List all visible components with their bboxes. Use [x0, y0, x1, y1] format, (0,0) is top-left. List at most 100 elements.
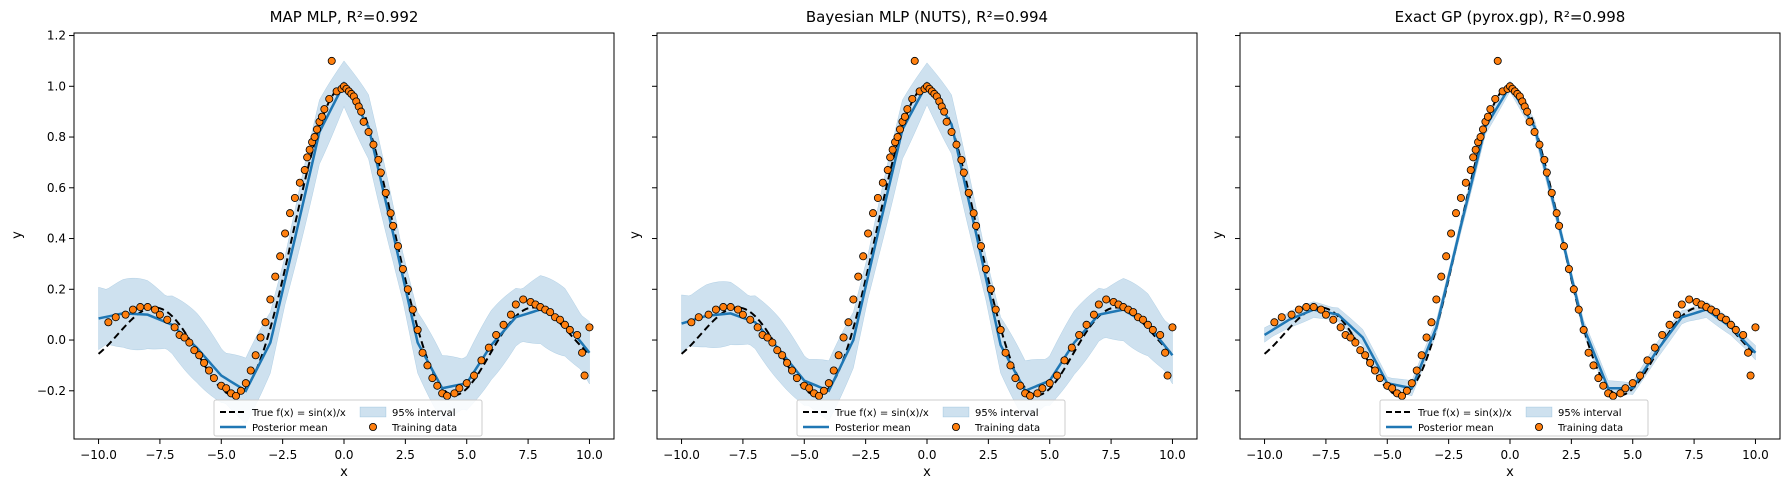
training-point — [1650, 343, 1659, 352]
training-point — [1407, 379, 1416, 388]
training-point — [1547, 188, 1556, 197]
legend-interval-swatch — [942, 406, 970, 418]
plot-area: −10.0 −7.5 −5.0 −2.5 0.0 2.5 5.0 7.5 10.0 −0.2 0.0… — [37, 29, 615, 462]
training-point — [1726, 320, 1735, 329]
plot-area: −10.0 −7.5 −5.0 −2.5 0.0 2.5 5.0 7.5 10.0 True f(… — [1235, 32, 1781, 462]
training-point — [236, 386, 245, 395]
training-point — [783, 358, 792, 367]
training-point — [443, 391, 452, 400]
training-point — [1277, 313, 1286, 322]
y-tick-label: 0.6 — [47, 181, 66, 195]
legend-interval-swatch — [359, 406, 387, 418]
training-point — [1574, 305, 1583, 314]
training-point — [942, 117, 951, 126]
training-point — [408, 305, 417, 314]
panel-exact-gp: Exact GP (pyrox.gp), R²=0.998 −10.0 −7.5−… — [1211, 8, 1781, 480]
legend: True f(x) = sin(x)/x 95% interval Posterio… — [213, 399, 483, 437]
training-point — [1530, 127, 1539, 136]
panel-title: MAP MLP, R²=0.992 — [270, 8, 419, 26]
legend-training-data-swatch — [1535, 422, 1544, 431]
training-point — [180, 333, 189, 342]
legend: True f(x) = sin(x)/x 95% interval Posterio… — [1379, 399, 1649, 437]
training-point — [136, 303, 145, 312]
training-point — [1302, 303, 1311, 312]
training-point — [578, 348, 587, 357]
training-point — [1038, 384, 1047, 393]
training-point — [908, 94, 917, 103]
training-point — [1336, 323, 1345, 332]
x-tick-label: 5.0 — [1040, 448, 1059, 462]
legend-label: Posterior mean — [1418, 423, 1494, 434]
training-point — [1016, 381, 1025, 390]
training-point — [1168, 323, 1177, 332]
training-point — [1744, 348, 1753, 357]
x-tick-label: −10.0 — [1246, 448, 1283, 462]
training-point — [276, 252, 285, 261]
training-point — [952, 140, 961, 149]
x-tick-label: −5.0 — [1373, 448, 1402, 462]
x-tick-label: −10.0 — [80, 448, 117, 462]
training-point — [1309, 303, 1318, 312]
training-point — [1161, 348, 1170, 357]
training-point — [1486, 105, 1495, 114]
training-point — [1466, 166, 1475, 175]
x-axis-label: x — [340, 465, 348, 480]
training-point — [792, 374, 801, 383]
training-point — [1143, 320, 1152, 329]
training-point — [1082, 320, 1091, 329]
training-point — [1584, 348, 1593, 357]
training-point — [303, 153, 312, 162]
training-point — [251, 351, 260, 360]
plot-area: −10.0 −7.5 −5.0 −2.5 0.0 2.5 5.0 7.5 10.0 True f(… — [652, 32, 1198, 462]
training-point — [1452, 209, 1461, 218]
training-point — [1665, 320, 1674, 329]
x-tick-label: −5.0 — [207, 448, 236, 462]
training-point — [896, 125, 905, 134]
legend-interval-swatch — [1525, 406, 1553, 418]
training-point — [1672, 310, 1681, 319]
training-point — [1053, 371, 1062, 380]
x-tick-label: −10.0 — [663, 448, 700, 462]
training-point — [1329, 315, 1338, 324]
training-point — [1033, 389, 1042, 398]
panel-bayesian-mlp: Bayesian MLP (NUTS), R²=0.994 −10.0 −7.5−… — [628, 8, 1198, 480]
training-point — [241, 379, 250, 388]
training-point — [150, 305, 159, 314]
training-point — [1417, 351, 1426, 360]
y-tick-label: −0.2 — [37, 384, 66, 398]
training-point — [854, 272, 863, 281]
legend-training-data-swatch — [952, 422, 961, 431]
legend-label: Training data — [974, 423, 1040, 434]
training-point — [1075, 330, 1084, 339]
training-point — [1621, 384, 1630, 393]
training-point — [1375, 374, 1384, 383]
training-point — [1067, 343, 1076, 352]
training-point — [231, 391, 240, 400]
training-point — [719, 303, 728, 312]
training-point — [1599, 381, 1608, 390]
training-point — [1148, 325, 1157, 334]
training-point — [585, 323, 594, 332]
training-point — [788, 366, 797, 375]
training-point — [1371, 366, 1380, 375]
training-point — [1479, 125, 1488, 134]
x-tick-label: −7.5 — [728, 448, 757, 462]
training-point — [1569, 285, 1578, 294]
training-point — [418, 348, 427, 357]
training-point — [687, 318, 696, 327]
training-point — [977, 242, 986, 251]
training-point — [824, 379, 833, 388]
training-point — [1483, 112, 1492, 121]
training-point — [381, 188, 390, 197]
y-tick-label: 0.4 — [47, 232, 66, 246]
training-point — [1412, 366, 1421, 375]
training-point — [1163, 371, 1172, 380]
training-point — [1294, 305, 1303, 314]
training-point — [295, 178, 304, 187]
training-point — [1006, 361, 1015, 370]
training-point — [565, 325, 574, 334]
y-tick-label: 0.0 — [47, 333, 66, 347]
training-point — [1523, 107, 1532, 116]
training-point — [819, 386, 828, 395]
